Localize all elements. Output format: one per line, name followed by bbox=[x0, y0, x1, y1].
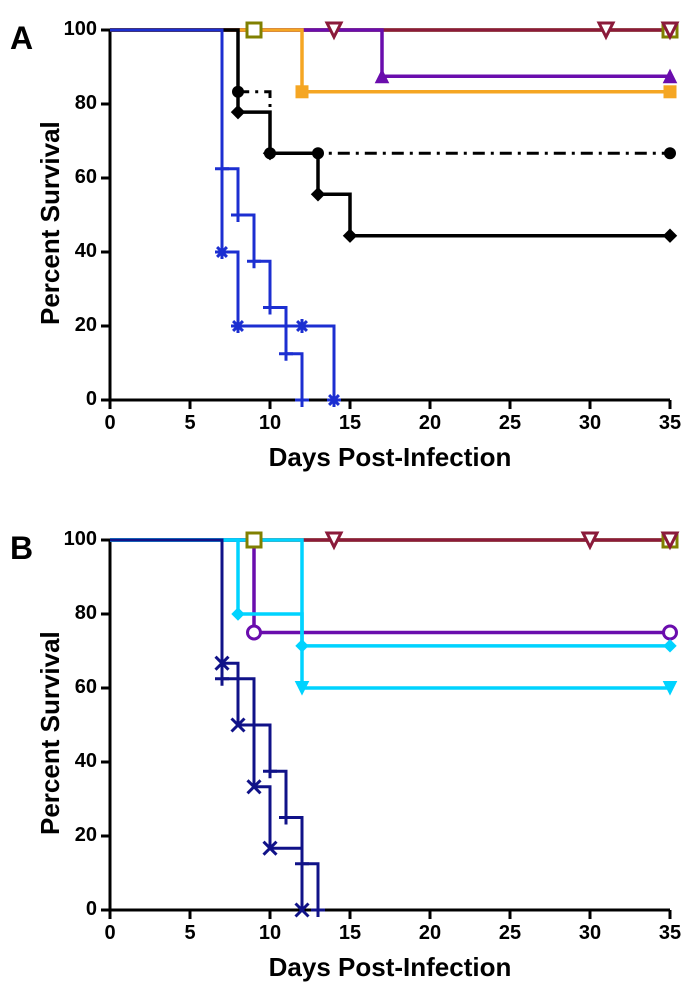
page: { "figure": { "width_px": 700, "height_p… bbox=[0, 0, 700, 1001]
x-tick-label: 0 bbox=[90, 922, 130, 945]
x-tick-label: 25 bbox=[490, 412, 530, 435]
x-axis-label-b: Days Post-Infection bbox=[110, 952, 670, 983]
y-tick-label: 40 bbox=[47, 240, 97, 263]
x-tick-label: 10 bbox=[250, 412, 290, 435]
panel-label-b: B bbox=[10, 530, 33, 567]
x-tick-label: 30 bbox=[570, 922, 610, 945]
x-tick-label: 20 bbox=[410, 922, 450, 945]
x-tick-label: 0 bbox=[90, 412, 130, 435]
panel-label-a: A bbox=[10, 20, 33, 57]
y-tick-label: 80 bbox=[47, 602, 97, 625]
y-tick-label: 0 bbox=[47, 388, 97, 411]
y-tick-label: 20 bbox=[47, 824, 97, 847]
x-tick-label: 30 bbox=[570, 412, 610, 435]
survival-chart-b bbox=[110, 540, 670, 910]
survival-chart-a bbox=[110, 30, 670, 400]
y-tick-label: 60 bbox=[47, 166, 97, 189]
x-tick-label: 35 bbox=[650, 922, 690, 945]
x-tick-label: 20 bbox=[410, 412, 450, 435]
y-tick-label: 100 bbox=[47, 18, 97, 41]
y-tick-label: 60 bbox=[47, 676, 97, 699]
x-tick-label: 15 bbox=[330, 412, 370, 435]
y-tick-label: 100 bbox=[47, 528, 97, 551]
y-tick-label: 0 bbox=[47, 898, 97, 921]
x-tick-label: 5 bbox=[170, 412, 210, 435]
x-tick-label: 15 bbox=[330, 922, 370, 945]
x-tick-label: 10 bbox=[250, 922, 290, 945]
x-axis-label-a: Days Post-Infection bbox=[110, 442, 670, 473]
x-tick-label: 5 bbox=[170, 922, 210, 945]
y-tick-label: 40 bbox=[47, 750, 97, 773]
y-tick-label: 80 bbox=[47, 92, 97, 115]
y-tick-label: 20 bbox=[47, 314, 97, 337]
x-tick-label: 25 bbox=[490, 922, 530, 945]
y-axis-label-a: Percent Survival bbox=[35, 121, 66, 325]
x-tick-label: 35 bbox=[650, 412, 690, 435]
y-axis-label-b: Percent Survival bbox=[35, 631, 66, 835]
